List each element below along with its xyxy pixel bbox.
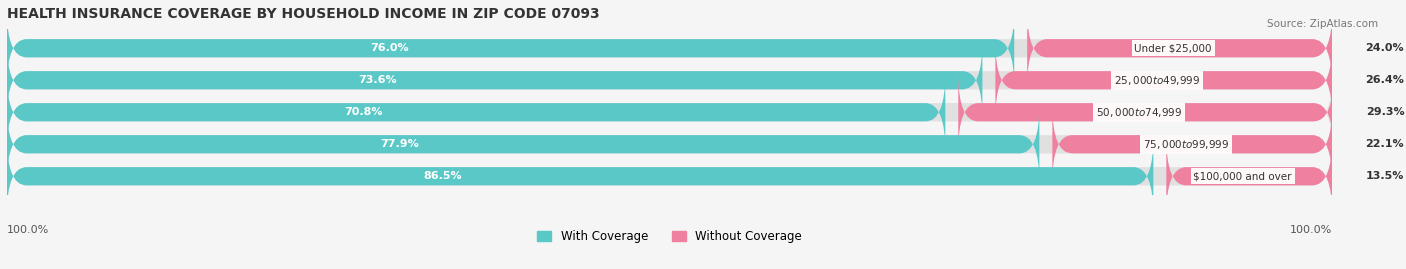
Legend: With Coverage, Without Coverage: With Coverage, Without Coverage [533,225,807,248]
FancyBboxPatch shape [7,9,1333,87]
Text: 100.0%: 100.0% [1289,225,1331,235]
Text: 76.0%: 76.0% [370,43,409,53]
FancyBboxPatch shape [7,73,1333,151]
Text: $25,000 to $49,999: $25,000 to $49,999 [1114,74,1201,87]
Text: HEALTH INSURANCE COVERAGE BY HOUSEHOLD INCOME IN ZIP CODE 07093: HEALTH INSURANCE COVERAGE BY HOUSEHOLD I… [7,7,599,21]
Text: Under $25,000: Under $25,000 [1135,43,1212,53]
FancyBboxPatch shape [1028,9,1333,87]
FancyBboxPatch shape [7,105,1039,183]
Text: $75,000 to $99,999: $75,000 to $99,999 [1143,138,1229,151]
Text: 77.9%: 77.9% [380,139,419,149]
FancyBboxPatch shape [1052,105,1333,183]
Text: 13.5%: 13.5% [1365,171,1403,181]
FancyBboxPatch shape [7,137,1153,215]
FancyBboxPatch shape [995,41,1333,119]
Text: 24.0%: 24.0% [1365,43,1403,53]
Text: 100.0%: 100.0% [7,225,49,235]
FancyBboxPatch shape [7,105,1333,183]
Text: $50,000 to $74,999: $50,000 to $74,999 [1097,106,1182,119]
Text: $100,000 and over: $100,000 and over [1194,171,1292,181]
Text: 73.6%: 73.6% [359,75,396,85]
Text: 29.3%: 29.3% [1367,107,1405,117]
FancyBboxPatch shape [1167,137,1333,215]
FancyBboxPatch shape [7,9,1014,87]
FancyBboxPatch shape [959,73,1333,151]
FancyBboxPatch shape [7,137,1333,215]
Text: Source: ZipAtlas.com: Source: ZipAtlas.com [1267,19,1378,29]
Text: 70.8%: 70.8% [344,107,382,117]
Text: 86.5%: 86.5% [423,171,461,181]
FancyBboxPatch shape [7,73,945,151]
Text: 26.4%: 26.4% [1365,75,1405,85]
FancyBboxPatch shape [7,41,1333,119]
FancyBboxPatch shape [7,41,983,119]
Text: 22.1%: 22.1% [1365,139,1403,149]
